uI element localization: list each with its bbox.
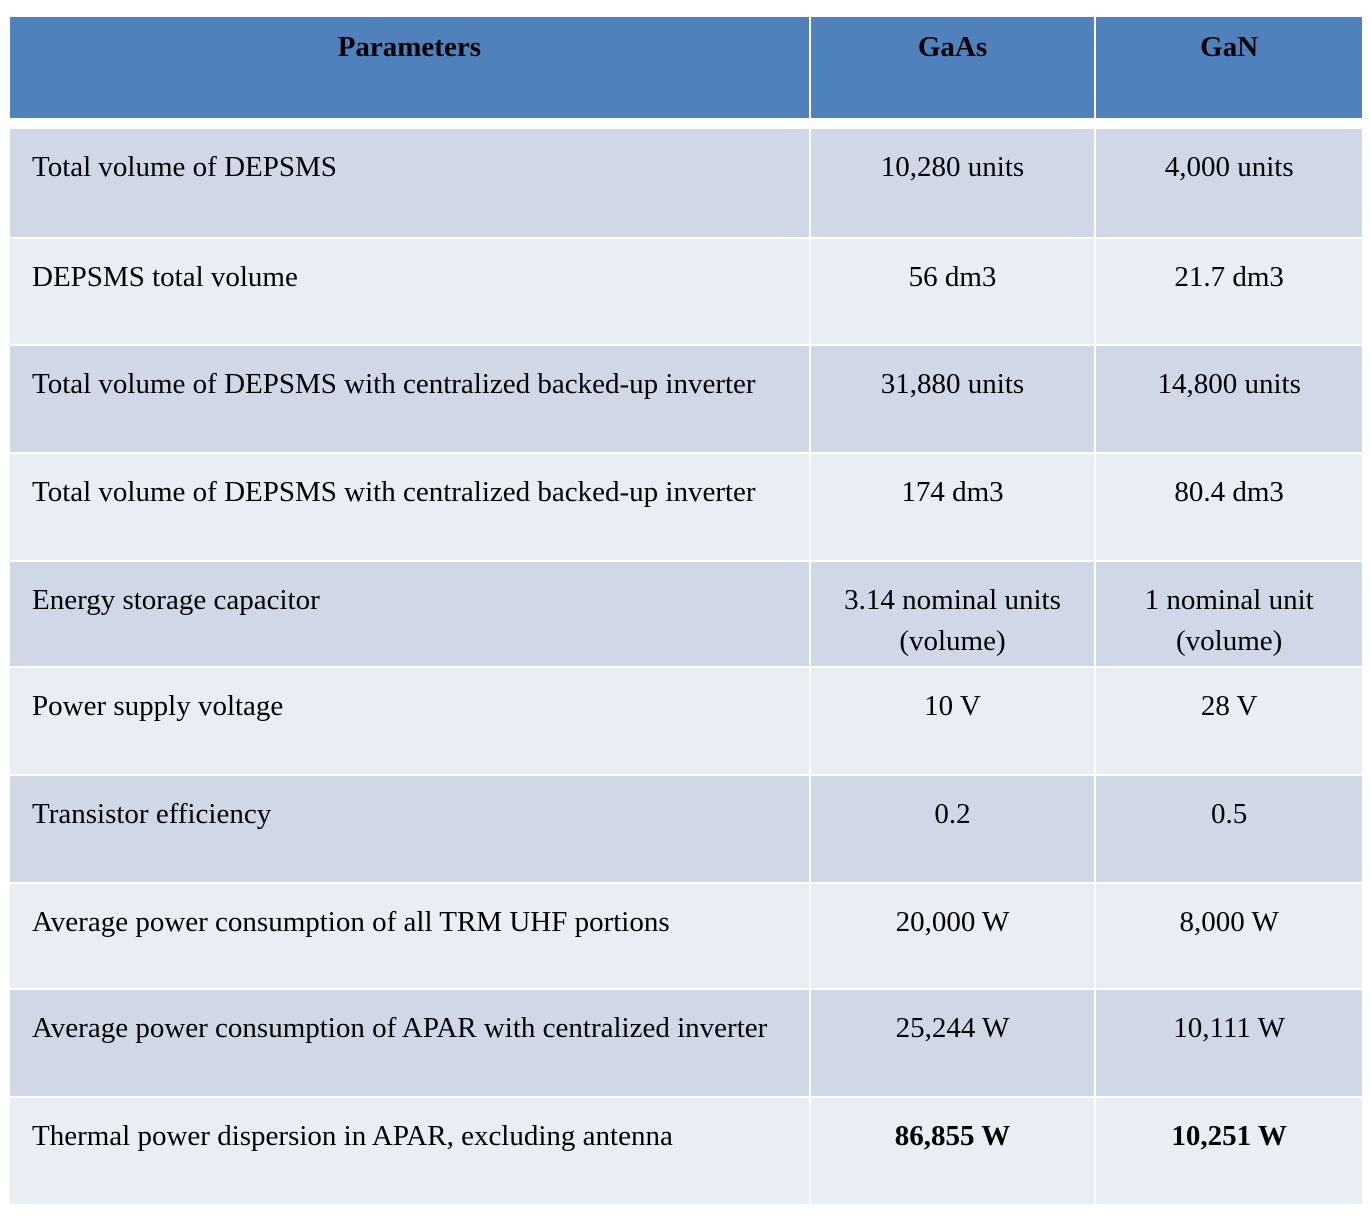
gan-cell: 8,000 W [1096,884,1362,988]
gaas-cell: 10,280 units [810,129,1095,237]
gan-cell: 4,000 units [1096,129,1362,237]
gaas-cell: 20,000 W [810,884,1095,988]
header-parameters: Parameters [10,17,809,118]
gaas-cell: 31,880 units [810,346,1095,452]
gaas-cell: 86,855 W [810,1098,1095,1204]
parameter-cell: Total volume of DEPSMS with centralized … [10,454,809,560]
table-row: Average power consumption of all TRM UHF… [10,884,1362,988]
gan-cell: 28 V [1096,668,1362,774]
gaas-cell: 0.2 [810,776,1095,882]
table-row: Energy storage capacitor 3.14 nominal uni… [10,562,1362,666]
gan-cell: 10,111 W [1096,990,1362,1096]
table-row: Total volume of DEPSMS 10,280 units 4,000 … [10,129,1362,237]
header-gaas: GaAs [810,17,1095,118]
gaas-cell: 56 dm3 [810,239,1095,344]
gan-cell: 21.7 dm3 [1096,239,1362,344]
spacer [10,120,1362,127]
gaas-cell: 3.14 nominal units (volume) [810,562,1095,666]
parameter-cell: DEPSMS total volume [10,239,809,344]
table-row: Transistor efficiency 0.2 0.5 [10,776,1362,882]
parameter-cell: Energy storage capacitor [10,562,809,666]
table-body: Total volume of DEPSMS 10,280 units 4,000 … [10,129,1362,1204]
table-row: Power supply voltage 10 V 28 V [10,668,1362,774]
gaas-cell: 25,244 W [810,990,1095,1096]
parameter-cell: Total volume of DEPSMS with centralized … [10,346,809,452]
gan-cell: 10,251 W [1096,1098,1362,1204]
table-row: Total volume of DEPSMS with centralized … [10,346,1362,452]
gan-cell: 80.4 dm3 [1096,454,1362,560]
comparison-table: Parameters GaAs GaN Total volume of DEPS… [8,15,1364,1206]
table-row: DEPSMS total volume 56 dm3 21.7 dm3 [10,239,1362,344]
table-row: Thermal power dispersion in APAR, exclud… [10,1098,1362,1204]
parameter-cell: Power supply voltage [10,668,809,774]
parameter-cell: Total volume of DEPSMS [10,129,809,237]
parameter-cell: Thermal power dispersion in APAR, exclud… [10,1098,809,1204]
parameter-cell: Transistor efficiency [10,776,809,882]
header-gan: GaN [1096,17,1362,118]
gaas-cell: 10 V [810,668,1095,774]
table-row: Total volume of DEPSMS with centralized … [10,454,1362,560]
header-row: Parameters GaAs GaN [10,17,1362,118]
gan-cell: 14,800 units [1096,346,1362,452]
parameter-cell: Average power consumption of APAR with c… [10,990,809,1096]
gan-cell: 0.5 [1096,776,1362,882]
gaas-cell: 174 dm3 [810,454,1095,560]
parameter-cell: Average power consumption of all TRM UHF… [10,884,809,988]
gan-cell: 1 nominal unit (volume) [1096,562,1362,666]
table-row: Average power consumption of APAR with c… [10,990,1362,1096]
